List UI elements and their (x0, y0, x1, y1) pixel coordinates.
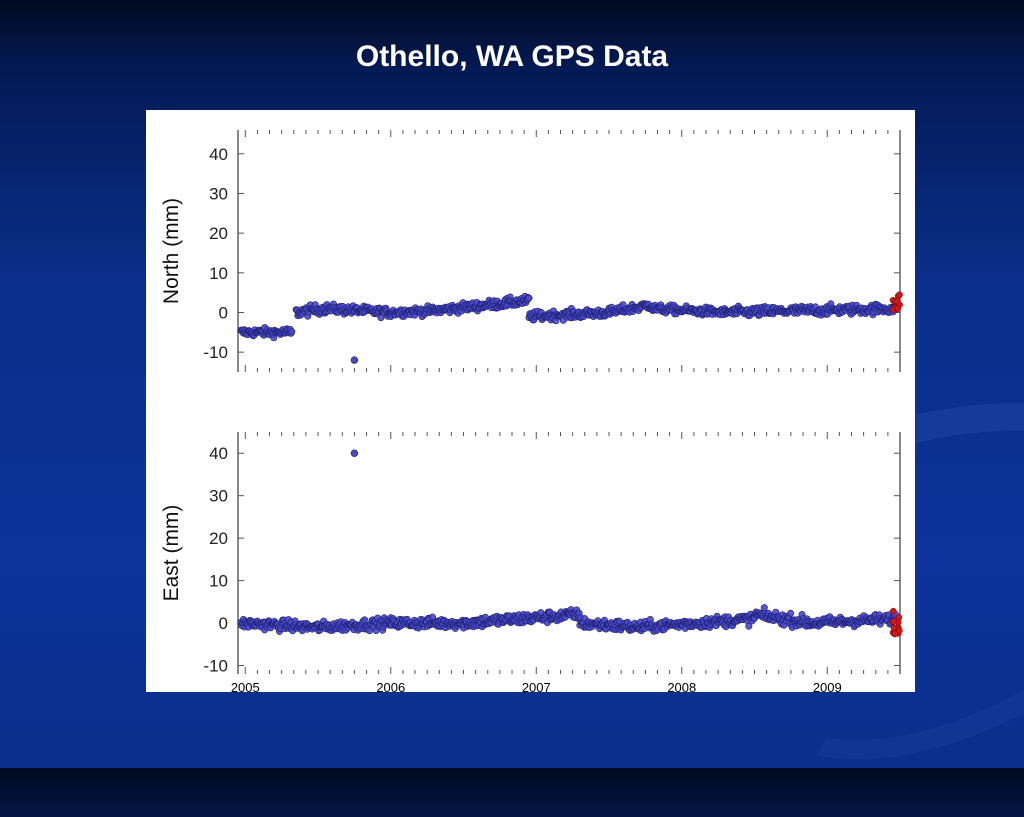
y-tick-label: -10 (203, 657, 228, 676)
y-tick-label: 40 (209, 145, 228, 164)
x-tick-label: 2007 (521, 680, 551, 695)
data-point (361, 616, 369, 624)
gps-time-series-chart: -10 0 10 20 30 40 North (mm) -10 0 10 20 30 40 East (… (160, 130, 903, 676)
y-tick-label: 10 (209, 264, 228, 283)
x-tick-label: 2008 (667, 680, 697, 695)
slide-title: Othello, WA GPS Data (355, 40, 669, 73)
y-axis-title: East (mm) (160, 505, 183, 602)
recent-data-point (890, 624, 898, 632)
data-point (525, 294, 533, 302)
data-points (237, 604, 900, 635)
recent-data-point (890, 618, 897, 625)
data-point (288, 328, 296, 336)
recent-data-point (896, 627, 903, 634)
panel-east: -10 0 10 20 30 40 East (mm) (160, 432, 903, 676)
data-points (237, 292, 900, 342)
x-tick-label: 2009 (812, 680, 842, 695)
recent-data-point (896, 291, 903, 298)
panel-north: -10 0 10 20 30 40 North (mm) (160, 130, 903, 372)
outlier-point (350, 449, 359, 457)
y-tick-label: 40 (209, 444, 228, 463)
y-tick-label: 20 (209, 529, 228, 548)
y-tick-label: -10 (203, 343, 228, 362)
data-point (745, 622, 753, 630)
y-tick-label: 30 (209, 487, 228, 506)
figure-panel: -10 0 10 20 30 40 North (mm) -10 0 10 20 30 40 East (… (146, 110, 915, 692)
y-tick-label: 20 (209, 224, 228, 243)
recent-data-point (891, 630, 899, 638)
outlier-point (350, 356, 359, 364)
y-axis-title: North (mm) (160, 198, 183, 304)
recent-data-point (893, 297, 901, 305)
recent-data-point (894, 305, 902, 312)
y-tick-label: 0 (219, 614, 228, 633)
x-tick-label: 2005 (230, 680, 260, 695)
data-point (787, 609, 795, 617)
y-tick-label: 30 (209, 184, 228, 203)
x-tick-label: 2006 (376, 680, 406, 695)
recent-data-point (890, 607, 897, 615)
y-tick-label: 0 (219, 303, 228, 322)
y-tick-label: 10 (209, 572, 228, 591)
